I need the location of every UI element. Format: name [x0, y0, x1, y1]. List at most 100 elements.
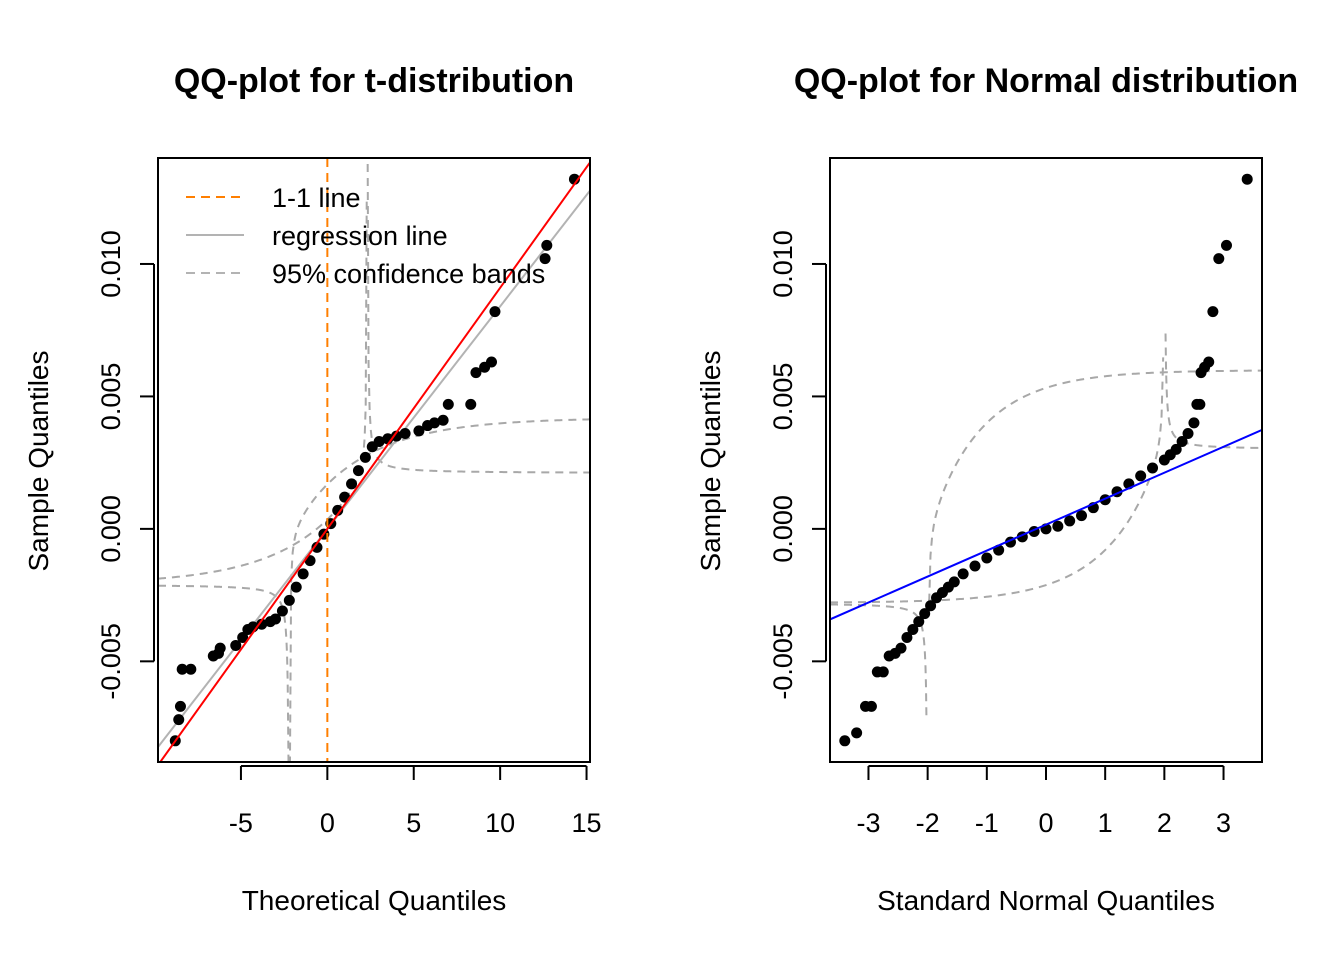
- data-point: [913, 616, 925, 628]
- data-point: [470, 367, 482, 379]
- y-tick-label: -0.005: [96, 623, 126, 700]
- data-point: [297, 568, 309, 580]
- y-tick-label: 0.005: [96, 363, 126, 431]
- data-point: [1213, 253, 1225, 265]
- data-point: [925, 600, 937, 612]
- reference-line: [830, 428, 1262, 621]
- data-point: [283, 594, 295, 606]
- data-point: [442, 398, 454, 410]
- data-point: [373, 435, 385, 447]
- legend-label: regression line: [272, 221, 448, 251]
- y-axis-label: Sample Quantiles: [695, 350, 726, 571]
- x-tick-label: -2: [916, 808, 940, 838]
- chart-title: QQ-plot for t-distribution: [174, 62, 574, 100]
- confidence-band-4: [366, 158, 590, 474]
- confidence-band-1: [158, 584, 290, 762]
- x-tick-label: 0: [1038, 808, 1053, 838]
- x-tick-label: 1: [1098, 808, 1113, 838]
- data-point: [185, 663, 197, 675]
- data-point: [1203, 356, 1215, 368]
- t-distribution-qq-panel: QQ-plot for t-distribution Theoretical Q…: [23, 62, 602, 916]
- data-point: [1170, 443, 1182, 455]
- regression-line: [158, 190, 590, 748]
- legend-label: 1-1 line: [272, 183, 361, 213]
- data-point: [541, 239, 553, 251]
- confidence-band-3: [158, 195, 368, 580]
- data-point: [1188, 417, 1200, 429]
- legend-label: 95% confidence bands: [272, 259, 545, 289]
- data-point: [214, 642, 226, 654]
- data-point: [346, 478, 358, 490]
- data-point: [981, 552, 993, 564]
- x-axis-label: Standard Normal Quantiles: [877, 885, 1215, 916]
- data-point: [174, 700, 186, 712]
- data-point: [839, 735, 851, 747]
- data-point: [969, 560, 981, 572]
- data-point: [276, 605, 288, 617]
- data-point: [352, 465, 364, 477]
- data-point: [948, 576, 960, 588]
- data-point: [1207, 306, 1219, 318]
- data-point: [237, 631, 249, 643]
- plot-area: -5 0 5 10 15 -0.005 0.000 0.005 0.010: [96, 157, 602, 838]
- x-tick-label: -1: [975, 808, 999, 838]
- data-point: [489, 306, 501, 318]
- confidence-band-1: [830, 603, 928, 719]
- data-point: [907, 624, 919, 636]
- x-tick-label: 2: [1157, 808, 1172, 838]
- y-axis-label: Sample Quantiles: [23, 350, 54, 571]
- data-point: [290, 581, 302, 593]
- y-tick-label: 0.010: [768, 230, 798, 298]
- y-tick-label: -0.005: [768, 623, 798, 700]
- data-point: [1064, 515, 1076, 527]
- data-point: [1241, 173, 1253, 185]
- data-point: [390, 430, 402, 442]
- y-tick-label: 0.000: [96, 495, 126, 563]
- data-point: [901, 631, 913, 643]
- data-point: [173, 714, 185, 726]
- data-point: [437, 414, 449, 426]
- x-tick-label: 15: [572, 808, 602, 838]
- legend: 1-1 line regression line 95% confidence ba…: [186, 183, 545, 289]
- data-point: [428, 417, 440, 429]
- data-point: [311, 541, 323, 553]
- confidence-band-2: [288, 418, 590, 762]
- data-point: [1194, 398, 1206, 410]
- confidence-band-3: [830, 357, 1165, 604]
- data-point: [332, 504, 344, 516]
- plot-frame: [829, 157, 1263, 763]
- x-tick-label: 5: [406, 808, 421, 838]
- y-tick-label: 0.005: [768, 363, 798, 431]
- data-point: [1076, 510, 1088, 522]
- normal-distribution-qq-panel: QQ-plot for Normal distribution Standard…: [695, 62, 1298, 916]
- data-point: [486, 356, 497, 368]
- reference-line: [159, 161, 590, 762]
- data-point: [1182, 428, 1194, 440]
- data-point: [919, 608, 931, 620]
- confidence-band-4: [1164, 333, 1262, 449]
- data-point: [465, 398, 477, 410]
- data-point: [359, 451, 371, 463]
- data-point: [1176, 435, 1188, 447]
- data-point: [176, 663, 188, 675]
- x-tick-label: -3: [856, 808, 880, 838]
- data-point: [877, 666, 889, 678]
- data-point: [1135, 470, 1147, 482]
- chart-title: QQ-plot for Normal distribution: [794, 62, 1298, 100]
- data-point: [413, 425, 425, 437]
- y-tick-label: 0.010: [96, 230, 126, 298]
- data-point: [270, 613, 281, 625]
- plot-frame: [157, 157, 591, 763]
- data-point: [865, 700, 877, 712]
- data-point: [1220, 239, 1232, 251]
- data-point: [539, 253, 551, 265]
- x-axis-label: Theoretical Quantiles: [242, 885, 507, 916]
- y-tick-label: 0.000: [768, 495, 798, 563]
- data-point: [1147, 462, 1159, 474]
- data-point: [256, 618, 268, 630]
- confidence-band-2: [927, 369, 1262, 616]
- x-tick-label: 10: [485, 808, 515, 838]
- plot-area: -3 -2 -1 0 1 2 3 -0.005 0.000 0.005 0.010: [768, 157, 1263, 838]
- x-tick-label: 3: [1216, 808, 1231, 838]
